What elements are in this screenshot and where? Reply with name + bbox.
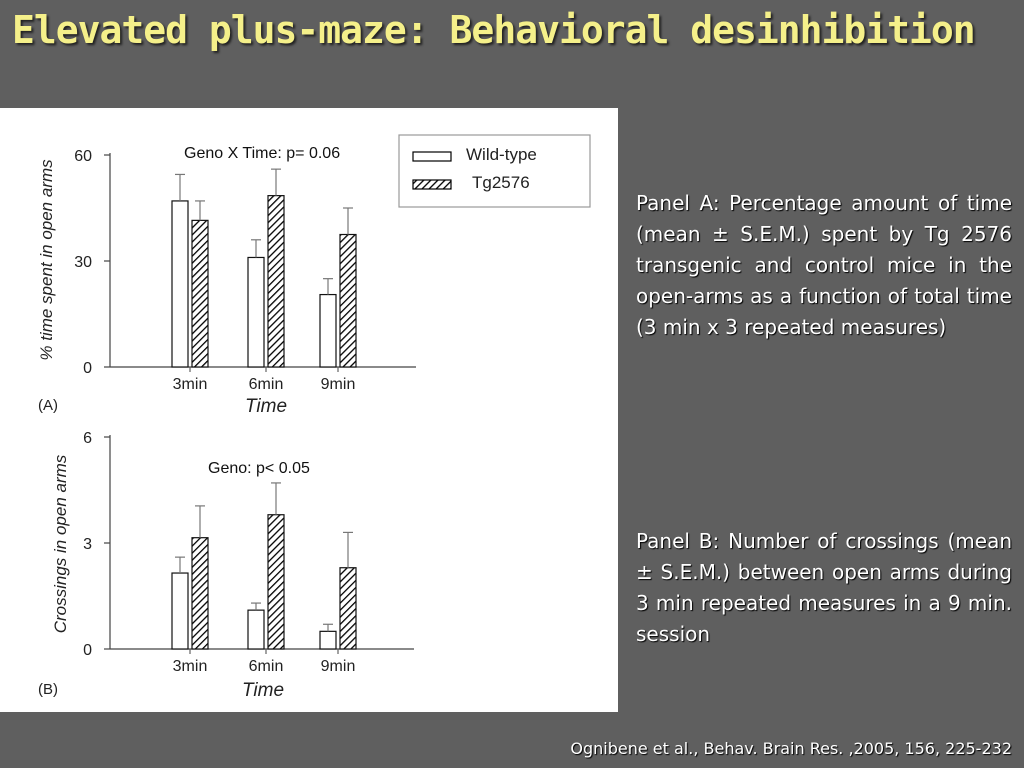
- b-bar-tg: [191, 537, 209, 650]
- slide-title: Elevated plus-maze: Behavioral desinhibi…: [12, 8, 976, 52]
- b-bar-tg: [339, 567, 357, 650]
- a-y-tick-label: 60: [74, 148, 92, 165]
- b-bar-wild: [319, 630, 337, 650]
- b-x-axis-title: Time: [242, 680, 284, 701]
- citation: Ognibene et al., Behav. Brain Res. ,2005…: [570, 739, 1012, 758]
- a-bar-tg: [267, 195, 285, 368]
- a-y-tick-label: 30: [74, 254, 92, 271]
- a-bar-tg: [191, 219, 209, 368]
- b-category-label: 6min: [249, 658, 284, 675]
- a-panel-label: (A): [38, 397, 58, 414]
- a-bar-wild: [171, 200, 189, 368]
- footer-bar: [0, 712, 1024, 768]
- panel-a-description: Panel A: Percentage amount of time (mean…: [636, 191, 1012, 339]
- legend-swatch-tg: [412, 179, 452, 190]
- legend-swatch-wild: [412, 151, 452, 162]
- chart-a: 0 30 60 3min 6min 9min Time % time spent in ope…: [37, 145, 416, 417]
- a-y-axis-title: % time spent in open arms: [37, 159, 56, 361]
- legend-label-tg: Tg2576: [472, 173, 530, 192]
- b-panel-label: (B): [38, 681, 58, 698]
- a-category-label: 3min: [173, 376, 208, 393]
- a-annotation: Geno X Time: p= 0.06: [184, 145, 340, 162]
- b-y-tick-label: 3: [83, 536, 92, 553]
- b-category-label: 9min: [321, 658, 356, 675]
- b-annotation: Geno: p< 0.05: [208, 460, 310, 477]
- b-y-tick-label: 6: [83, 430, 92, 447]
- b-bar-wild: [247, 609, 265, 650]
- legend-label-wild: Wild-type: [466, 145, 537, 164]
- a-bar-wild: [247, 256, 265, 368]
- a-y-tick-label: 0: [83, 360, 92, 377]
- title-bar: [0, 0, 1024, 108]
- b-bar-tg: [267, 514, 285, 650]
- b-y-axis-title: Crossings in open arms: [51, 454, 70, 633]
- a-bar-wild: [319, 293, 337, 368]
- b-y-tick-label: 0: [83, 642, 92, 659]
- b-category-label: 3min: [173, 658, 208, 675]
- legend-box: [398, 134, 591, 208]
- a-category-label: 6min: [249, 376, 284, 393]
- chart-legend: Wild-type Tg2576: [398, 134, 591, 208]
- panel-b-description: Panel B: Number of crossings (mean ± S.E…: [636, 529, 1012, 646]
- a-x-axis-title: Time: [245, 396, 287, 417]
- b-bar-wild: [171, 572, 189, 650]
- a-category-label: 9min: [321, 376, 356, 393]
- a-bar-tg: [339, 233, 357, 368]
- figure-panel: Wild-type Tg2576 0 30 60 3min 6min 9min Time% …: [0, 108, 618, 712]
- chart-b: 0 3 6 3min 6min 9min Time Crossings in open arm…: [38, 430, 414, 701]
